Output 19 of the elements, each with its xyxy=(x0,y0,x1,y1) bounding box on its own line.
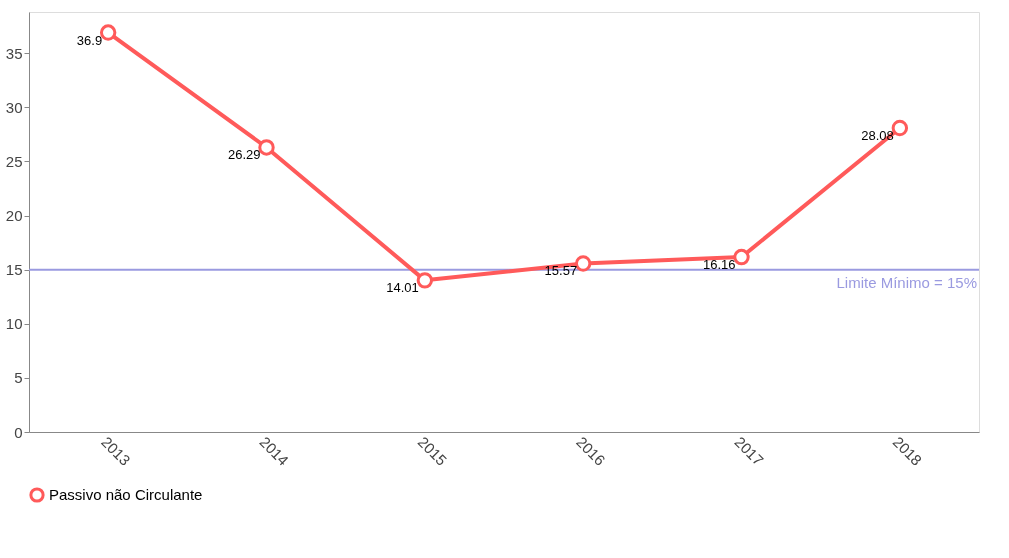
point xyxy=(258,139,275,156)
y-tick-label: 30 xyxy=(5,98,23,116)
data-label: 26.29 xyxy=(227,147,261,163)
data-label: 16.16 xyxy=(702,257,736,273)
y-tick-label: 5 xyxy=(14,369,23,387)
y-tick-label: 20 xyxy=(5,207,23,225)
y-tick-label: 10 xyxy=(5,315,23,333)
y-tick-label: 0 xyxy=(14,423,23,441)
legend-label: Passivo não Circulante xyxy=(49,486,203,503)
point xyxy=(416,272,434,289)
y-tick-label: 25 xyxy=(5,152,23,170)
data-label: 36.9 xyxy=(76,32,103,48)
data-label: 15.57 xyxy=(544,263,578,279)
y-tick-label: 15 xyxy=(5,261,23,279)
point xyxy=(891,119,909,137)
data-label: 14.01 xyxy=(386,280,419,296)
y-tick-label: 35 xyxy=(5,44,23,62)
ref-line-label: Limite Mínimo = 15% xyxy=(836,273,977,291)
point xyxy=(733,248,750,266)
